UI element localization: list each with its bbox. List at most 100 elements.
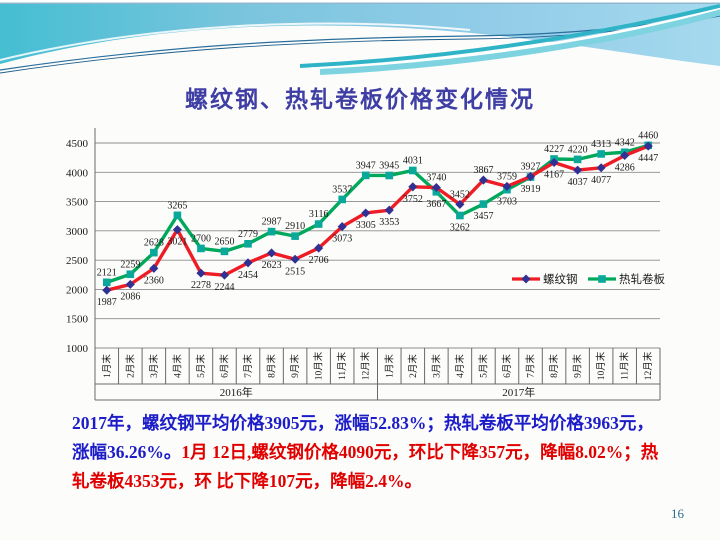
data-point-marker [525, 172, 536, 182]
data-label: 3021 [167, 237, 187, 248]
data-point-marker [244, 240, 252, 248]
data-label: 4077 [591, 175, 611, 186]
data-point-marker [409, 166, 417, 175]
data-label: 3073 [332, 234, 352, 245]
data-label: 2628 [144, 238, 164, 249]
month-label: 6月末 [501, 354, 513, 378]
data-point-marker [125, 279, 135, 289]
data-label: 2910 [285, 221, 305, 232]
month-label: 7月末 [242, 354, 254, 378]
series-rebar-line [106, 144, 649, 292]
month-label: 6月末 [218, 354, 230, 378]
wave-teal-ribbon-2 [319, 9, 720, 75]
legend-marker-rebar [521, 274, 531, 284]
data-label: 4220 [568, 144, 588, 155]
slide-title: 螺纹钢、热轧卷板价格变化情况 [185, 87, 535, 112]
y-axis-tick-labels: 1000 1500 2000 2500 3000 3500 4000 4500 [66, 138, 89, 355]
data-point-marker [172, 225, 182, 235]
data-label: 2244 [214, 282, 234, 293]
data-label: 4037 [568, 177, 588, 188]
data-label: 3265 [167, 200, 187, 211]
month-label: 3月末 [148, 354, 160, 378]
y-tick-label: 2500 [66, 255, 89, 267]
month-label: 2月末 [124, 354, 136, 378]
y-tick-label: 1000 [66, 343, 89, 355]
data-label: 3262 [450, 223, 470, 234]
legend-label-rebar: 螺纹钢 [543, 272, 578, 286]
y-tick-label: 2000 [66, 284, 89, 296]
data-label: 2278 [191, 280, 211, 291]
y-tick-label: 4000 [66, 167, 89, 179]
data-point-marker [149, 263, 159, 273]
data-point-marker [150, 248, 158, 257]
wave-teal-ribbon-1 [299, 4, 720, 68]
y-tick-label: 1500 [66, 314, 89, 326]
data-point-marker [243, 258, 253, 268]
slide-top-rule [0, 2, 720, 4]
data-point-marker [196, 268, 206, 278]
month-label: 2月末 [407, 354, 419, 378]
slide-top-margin [0, 0, 720, 3]
month-label: 1月末 [383, 354, 395, 378]
data-label: 2706 [309, 255, 329, 266]
month-label: 7月末 [525, 354, 537, 378]
data-label: 4167 [544, 170, 564, 181]
data-label: 3919 [521, 184, 541, 195]
data-point-marker [597, 150, 605, 158]
data-label: 2700 [191, 233, 211, 244]
month-label: 11月末 [336, 351, 348, 380]
data-label: 3353 [379, 217, 399, 228]
summary-paragraph: 2017年，螺纹钢平均价格3905元，涨幅52.83%；热轧卷板平均价格3963… [72, 409, 668, 496]
data-label: 3945 [379, 161, 399, 172]
month-label: 4月末 [454, 354, 466, 378]
data-label: 3667 [426, 199, 446, 210]
month-label: 11月末 [619, 351, 631, 380]
data-point-marker [220, 247, 229, 256]
data-point-marker [267, 227, 276, 236]
data-label: 4286 [615, 163, 635, 174]
month-label: 10月末 [595, 351, 607, 380]
month-label: 5月末 [477, 354, 489, 378]
data-label: 4313 [591, 139, 611, 150]
month-label: 12月末 [360, 351, 372, 380]
data-label: 2623 [262, 260, 282, 271]
data-label: 2779 [238, 229, 258, 240]
data-label: 2121 [97, 267, 117, 278]
data-label: 1987 [97, 297, 117, 308]
month-label: 9月末 [289, 354, 301, 378]
legend-marker-hot-rolled-coil [598, 275, 606, 283]
data-point-marker [219, 270, 230, 280]
month-label: 8月末 [266, 354, 278, 378]
data-label: 3947 [356, 160, 376, 171]
wave-white-swoosh [0, 25, 720, 84]
month-label: 10月末 [313, 351, 325, 380]
axis-frame [94, 128, 661, 401]
month-label: 8月末 [548, 354, 560, 378]
summary-blue-text: 2017年，螺纹钢平均价格3905元，涨幅52.83%；热轧卷板平均价格3963… [72, 413, 654, 462]
wave-ribbon-gap [309, 7, 720, 71]
series-hot-rolled-coil [102, 141, 653, 287]
data-point-marker [573, 155, 582, 164]
data-point-marker [126, 270, 135, 279]
data-label: 3927 [521, 162, 541, 173]
data-label: 3305 [356, 220, 376, 231]
data-label: 4460 [638, 130, 658, 141]
data-point-marker [102, 285, 112, 295]
data-label: 3452 [450, 189, 470, 200]
month-label: 1月末 [101, 354, 113, 378]
month-label: 4月末 [171, 354, 183, 378]
data-point-marker [573, 165, 583, 175]
data-label: 3537 [332, 184, 352, 195]
data-point-marker [456, 211, 464, 220]
data-point-marker [479, 200, 488, 208]
data-label: 4227 [544, 144, 564, 155]
data-label: 3457 [473, 211, 493, 222]
month-label: 3月末 [430, 354, 442, 378]
page-number: 16 [671, 506, 684, 521]
legend: 螺纹钢 热轧卷板 [512, 272, 665, 286]
month-label: 12月末 [642, 351, 654, 380]
year-label: 2017年 [502, 385, 535, 399]
